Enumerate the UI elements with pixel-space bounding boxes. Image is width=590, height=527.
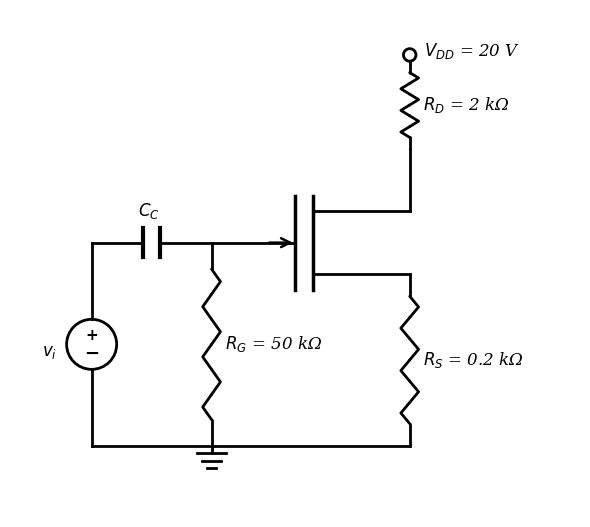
Text: $R_G$ = 50 kΩ: $R_G$ = 50 kΩ: [225, 334, 322, 354]
Text: $v_i$: $v_i$: [42, 344, 57, 360]
Text: $V_{DD}$ = 20 V: $V_{DD}$ = 20 V: [424, 41, 520, 61]
Text: +: +: [86, 328, 98, 344]
Text: $C_C$: $C_C$: [138, 201, 160, 221]
Text: $R_S$ = 0.2 kΩ: $R_S$ = 0.2 kΩ: [423, 350, 523, 370]
Text: −: −: [84, 345, 99, 363]
Text: $R_D$ = 2 kΩ: $R_D$ = 2 kΩ: [423, 95, 509, 115]
